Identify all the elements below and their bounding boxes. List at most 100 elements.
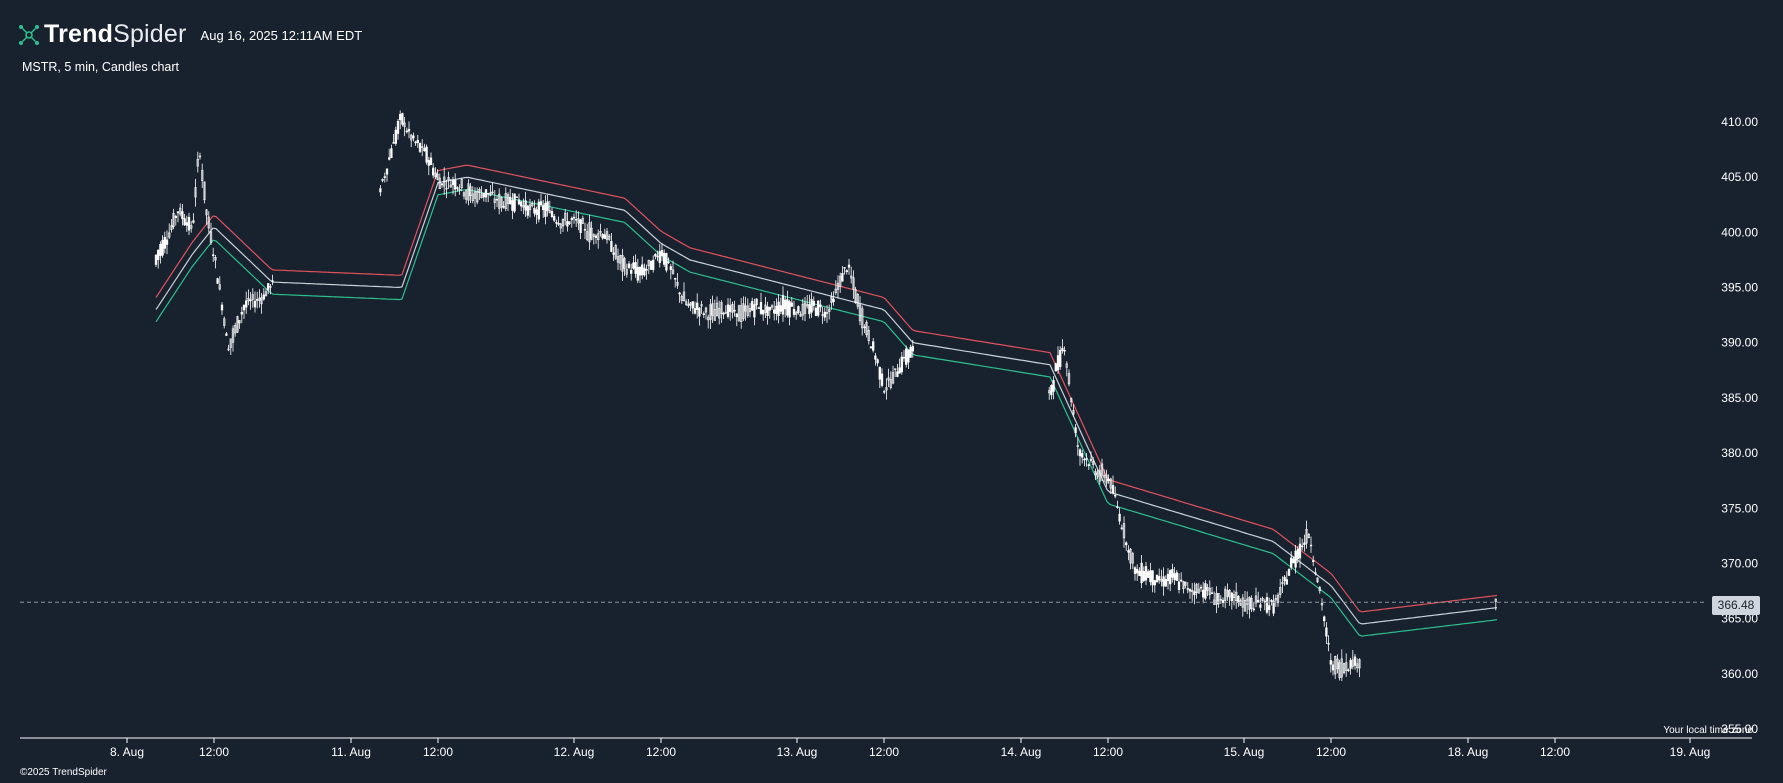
y-tick-label: 375.00 <box>1721 501 1758 515</box>
candle-body <box>696 302 699 310</box>
candle-body <box>1210 592 1214 594</box>
candle-body <box>168 232 171 238</box>
candle-body <box>1272 600 1275 614</box>
candle-body <box>1067 373 1071 385</box>
candle-body <box>546 201 549 211</box>
candle-body <box>236 316 239 333</box>
candle-body <box>603 234 606 239</box>
candle-body <box>1221 599 1225 603</box>
middle-band-line <box>155 176 1498 625</box>
candle-body <box>462 192 466 197</box>
candle-body <box>196 158 199 167</box>
candle-body <box>467 183 470 201</box>
candle-body <box>1054 363 1057 372</box>
candle-body <box>1076 445 1079 447</box>
y-tick-label: 410.00 <box>1721 115 1758 129</box>
candle-body <box>1065 363 1068 368</box>
candle-body <box>663 252 666 265</box>
candle-body <box>1127 550 1130 553</box>
candle-body <box>1312 560 1315 562</box>
candle-body <box>669 266 672 270</box>
candle-body <box>1285 579 1288 585</box>
candle-body <box>1279 587 1282 595</box>
candle-body <box>489 192 492 196</box>
candle-body <box>806 304 809 307</box>
candles <box>154 110 1497 682</box>
candle-body <box>1261 598 1264 601</box>
candle-body <box>858 304 862 322</box>
candle-body <box>163 237 166 249</box>
candle-body <box>581 218 584 224</box>
candle-body <box>227 348 230 351</box>
candle-body <box>1191 590 1194 593</box>
last-price-badge: 366.48 <box>1712 596 1760 615</box>
candle-body <box>856 293 859 307</box>
candle-body <box>715 302 719 317</box>
candle-body <box>1180 579 1183 582</box>
candle-body <box>1263 600 1266 603</box>
candle-body <box>847 264 851 268</box>
candle-body <box>1230 592 1233 602</box>
candle-body <box>1144 566 1148 581</box>
candle-body <box>1347 669 1350 671</box>
candle-body <box>869 346 873 349</box>
candle-body <box>218 284 221 290</box>
candle-body <box>1298 543 1302 559</box>
candle-body <box>1268 605 1271 611</box>
candle-body <box>390 148 393 159</box>
candle-body <box>905 348 908 365</box>
candle-body <box>509 196 512 205</box>
candle-body <box>693 308 697 314</box>
candle-body <box>610 240 613 252</box>
candle-body <box>764 304 767 313</box>
candle-body <box>542 205 545 211</box>
candle-body <box>271 280 274 282</box>
candle-body <box>1116 506 1119 508</box>
candle-body <box>1228 589 1231 598</box>
candle-body <box>465 190 468 200</box>
candle-body <box>205 209 208 216</box>
candle-body <box>568 221 571 224</box>
candle-body <box>799 314 802 317</box>
candle-body <box>616 256 620 263</box>
candle-body <box>788 301 791 318</box>
candle-body <box>522 205 525 208</box>
candle-body <box>795 311 798 315</box>
candle-body <box>1320 603 1324 606</box>
candle-body <box>907 349 910 363</box>
candle-body <box>1151 570 1154 586</box>
candle-body <box>1265 597 1269 613</box>
candle-body <box>810 299 813 313</box>
candle-body <box>207 216 210 229</box>
y-tick-label: 370.00 <box>1721 556 1758 570</box>
candle-body <box>832 298 835 302</box>
candle-body <box>454 179 457 190</box>
candle-body <box>731 304 734 313</box>
candle-body <box>586 231 589 241</box>
candle-body <box>1111 485 1115 494</box>
y-tick-label: 365.00 <box>1721 612 1758 626</box>
candle-body <box>403 122 406 127</box>
x-tick-label: 12:00 <box>423 745 453 759</box>
candle-body <box>1153 580 1156 586</box>
candle-body <box>1162 576 1165 587</box>
candle-body <box>471 193 474 201</box>
candle-body <box>1103 475 1106 478</box>
candle-body <box>1109 478 1112 489</box>
candle-body <box>198 155 202 158</box>
candle-body <box>843 267 846 269</box>
candle-body <box>630 269 633 274</box>
candle-body <box>1283 576 1286 582</box>
candle-body <box>531 203 534 206</box>
candle-body <box>1133 567 1137 574</box>
candle-body <box>821 314 824 316</box>
candle-body <box>240 311 243 315</box>
candle-body <box>1098 470 1101 482</box>
candle-body <box>909 346 912 358</box>
candle-body <box>533 207 536 214</box>
candle-body <box>1325 627 1328 637</box>
candle-body <box>1334 656 1337 675</box>
candle-body <box>1287 569 1291 576</box>
candle-body <box>436 173 439 180</box>
